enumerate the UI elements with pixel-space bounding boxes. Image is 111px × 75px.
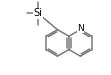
Text: N: N xyxy=(77,24,84,33)
Text: Si: Si xyxy=(34,8,43,18)
